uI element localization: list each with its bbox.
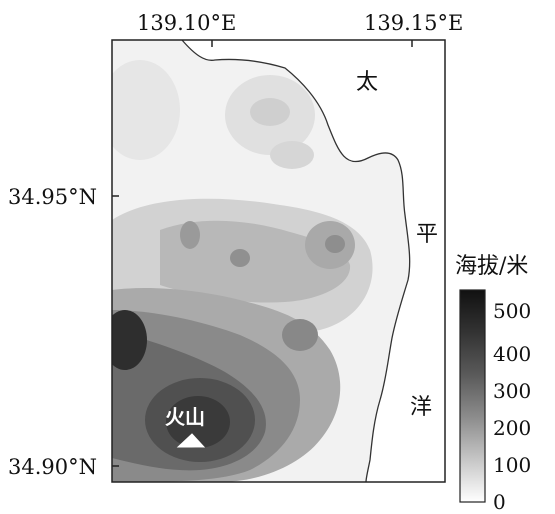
legend-color-bar	[459, 289, 486, 503]
map-frame	[111, 39, 446, 483]
lat-label-34-95: 34.95°N	[8, 185, 97, 209]
legend-tick-500: 500	[493, 299, 532, 323]
legend-tick-0: 0	[493, 490, 506, 514]
volcano-label: 火山	[165, 405, 205, 429]
legend-title: 海拔/米	[455, 254, 529, 279]
coastline	[181, 39, 411, 483]
legend-tick-400: 400	[493, 342, 532, 366]
lon-label-139-10: 139.10°E	[137, 11, 237, 35]
lon-label-139-15: 139.15°E	[364, 11, 464, 35]
land-area	[112, 40, 410, 482]
ocean-label-char-1: 太	[356, 70, 379, 95]
ocean-label-char-2: 平	[416, 222, 439, 247]
legend-tick-200: 200	[493, 416, 532, 440]
legend-tick-100: 100	[493, 453, 532, 477]
lat-label-34-90: 34.90°N	[8, 455, 97, 479]
volcano-triangle-icon	[176, 433, 206, 448]
legend-tick-300: 300	[493, 379, 532, 403]
ocean-label-char-3: 洋	[410, 395, 433, 420]
